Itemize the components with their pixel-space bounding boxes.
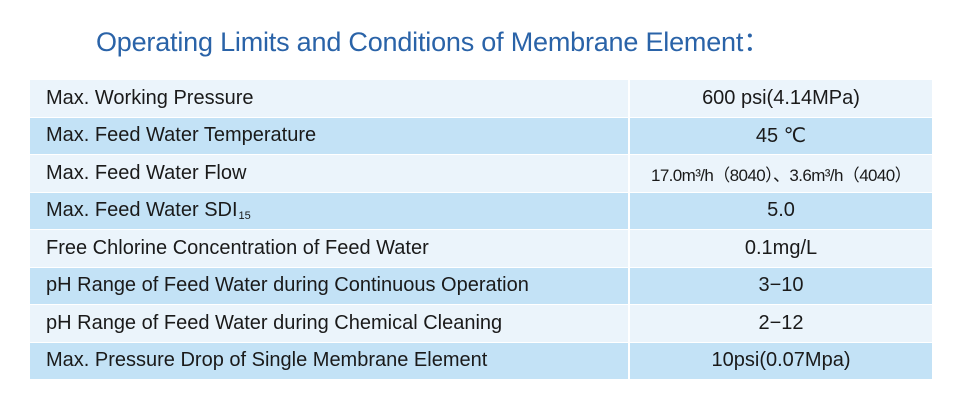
row-value: 0.1mg/L bbox=[629, 229, 932, 268]
row-label: Max. Feed Water Flow bbox=[30, 154, 630, 193]
table-row: Max. Pressure Drop of Single Membrane El… bbox=[30, 342, 932, 380]
row-label: pH Range of Feed Water during Continuous… bbox=[30, 267, 630, 305]
table-row: pH Range of Feed Water during Chemical C… bbox=[30, 304, 932, 343]
row-value: 600 psi(4.14MPa) bbox=[629, 80, 932, 118]
row-value: 5.0 bbox=[629, 192, 932, 230]
row-value: 17.0m³/h（8040）、3.6m³/h（4040） bbox=[629, 154, 932, 193]
row-label-cell: Max. Feed Water SDI15 bbox=[30, 192, 630, 230]
row-label: Max. Feed Water Temperature bbox=[30, 117, 630, 155]
row-label: pH Range of Feed Water during Chemical C… bbox=[30, 304, 630, 343]
table-row: Max. Feed Water Flow 17.0m³/h（8040）、3.6m… bbox=[30, 154, 932, 193]
row-value: 10psi(0.07Mpa) bbox=[629, 342, 932, 380]
operating-limits-table: Max. Working Pressure 600 psi(4.14MPa) M… bbox=[30, 80, 932, 380]
row-label: Max. Feed Water SDI bbox=[46, 199, 238, 222]
row-label: Free Chlorine Concentration of Feed Wate… bbox=[30, 229, 630, 268]
row-value: 2−12 bbox=[629, 304, 932, 343]
table-row: Max. Feed Water Temperature 45 ℃ bbox=[30, 117, 932, 155]
table-row: pH Range of Feed Water during Continuous… bbox=[30, 267, 932, 305]
row-value: 3−10 bbox=[629, 267, 932, 305]
table-row: Free Chlorine Concentration of Feed Wate… bbox=[30, 229, 932, 268]
table-row: Max. Feed Water SDI15 5.0 bbox=[30, 192, 932, 230]
page-title: Operating Limits and Conditions of Membr… bbox=[96, 27, 770, 57]
row-value: 45 ℃ bbox=[629, 117, 932, 155]
table-row: Max. Working Pressure 600 psi(4.14MPa) bbox=[30, 80, 932, 118]
row-label-subscript: 15 bbox=[238, 210, 251, 223]
row-label: Max. Working Pressure bbox=[30, 80, 630, 118]
row-label: Max. Pressure Drop of Single Membrane El… bbox=[30, 342, 630, 380]
